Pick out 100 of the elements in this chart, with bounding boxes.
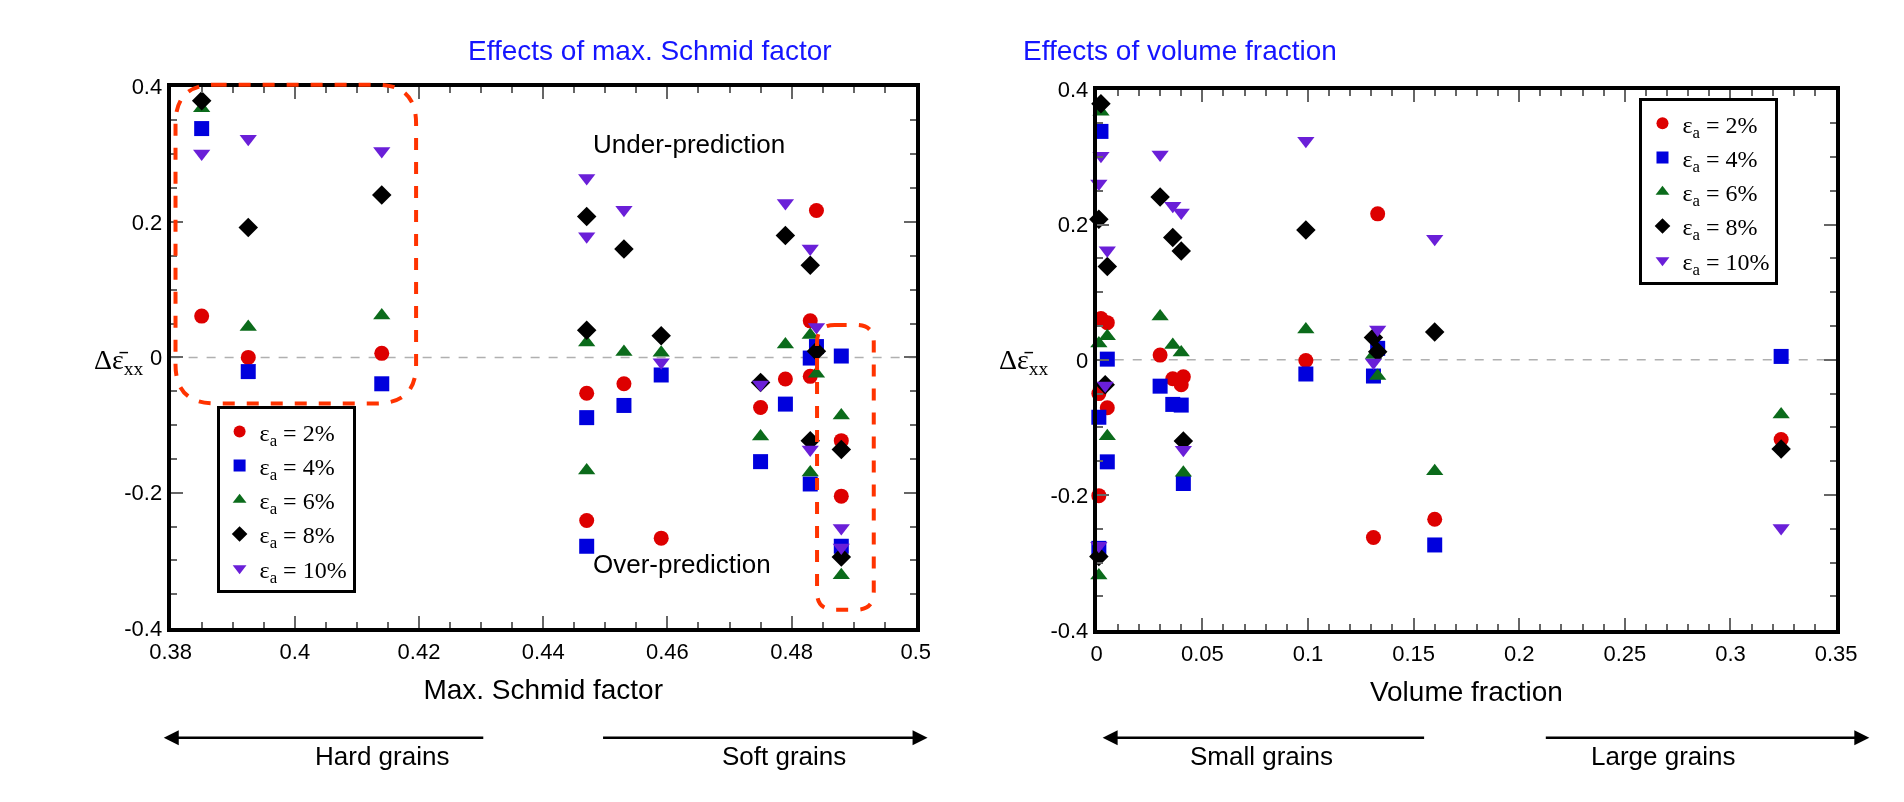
legend-label: ε$_{a}$ = 8% bbox=[259, 522, 335, 553]
y-tick-label: -0.4 bbox=[1050, 617, 1089, 643]
legend-label: ε$_{a}$ = 10% bbox=[259, 556, 347, 587]
point bbox=[1370, 206, 1386, 222]
text: Soft grains bbox=[722, 741, 847, 771]
point bbox=[753, 399, 769, 415]
point bbox=[653, 367, 669, 383]
x-tick-label: 0.38 bbox=[149, 638, 193, 664]
point bbox=[238, 217, 258, 238]
point bbox=[1152, 378, 1168, 394]
point bbox=[239, 134, 257, 147]
x-tick-label: 0.46 bbox=[646, 638, 689, 664]
legend-label: ε$_{a}$ = 4% bbox=[1682, 145, 1758, 176]
y-tick-label: 0 bbox=[149, 345, 163, 371]
point bbox=[1426, 463, 1444, 476]
point bbox=[576, 206, 597, 227]
y-axis-title: Δε̄$_{xx}$ bbox=[999, 344, 1049, 379]
x-tick-label: 0.48 bbox=[770, 638, 814, 664]
point bbox=[777, 371, 793, 387]
point bbox=[616, 397, 632, 413]
point bbox=[1163, 227, 1183, 248]
point bbox=[1771, 439, 1791, 459]
y-tick-label: 0.2 bbox=[1057, 212, 1089, 238]
point bbox=[1099, 351, 1115, 367]
x-tick-label: 0.15 bbox=[1392, 640, 1435, 666]
text: Large grains bbox=[1591, 741, 1736, 771]
point bbox=[374, 345, 390, 361]
point bbox=[1173, 397, 1189, 413]
legend-label: ε$_{a}$ = 6% bbox=[259, 488, 335, 519]
point bbox=[191, 91, 212, 111]
point bbox=[578, 462, 596, 475]
point bbox=[579, 385, 595, 401]
x-tick-label: 0.44 bbox=[521, 638, 565, 664]
point bbox=[194, 121, 210, 137]
legend-label: ε$_{a}$ = 8% bbox=[1682, 214, 1758, 245]
y-tick-label: -0.2 bbox=[124, 480, 163, 506]
point bbox=[1099, 315, 1115, 331]
point bbox=[374, 376, 390, 392]
y-tick-label: 0.4 bbox=[1057, 77, 1089, 103]
x-axis-title: Volume fraction bbox=[1369, 676, 1563, 708]
point bbox=[831, 439, 852, 460]
annotation: Over-prediction bbox=[593, 549, 771, 579]
point bbox=[372, 185, 392, 205]
chart-title: Effects of volume fraction bbox=[1023, 35, 1337, 66]
point bbox=[1365, 530, 1381, 546]
text: Hard grains bbox=[315, 741, 450, 771]
legend-label: ε$_{a}$ = 4% bbox=[259, 453, 335, 485]
point bbox=[801, 464, 819, 477]
y-tick-label: 0 bbox=[1076, 347, 1089, 373]
point bbox=[1298, 366, 1314, 382]
point bbox=[579, 513, 595, 529]
legend-label: ε$_{a}$ = 6% bbox=[1682, 180, 1758, 211]
point bbox=[653, 530, 669, 546]
x-tick-label: 0.5 bbox=[900, 638, 932, 664]
x-tick-label: 0.05 bbox=[1180, 640, 1224, 666]
point bbox=[1150, 187, 1170, 207]
point bbox=[1097, 256, 1118, 277]
point bbox=[1172, 344, 1190, 357]
x-tick-label: 0.4 bbox=[279, 638, 311, 664]
point bbox=[1424, 322, 1445, 342]
point bbox=[777, 396, 793, 412]
point bbox=[193, 149, 211, 162]
x-axis-title: Max. Schmid factor bbox=[423, 674, 664, 706]
legend-label: ε$_{a}$ = 2% bbox=[259, 419, 335, 450]
y-tick-label: 0.4 bbox=[131, 74, 163, 100]
point bbox=[240, 349, 256, 365]
point bbox=[579, 538, 595, 554]
point bbox=[1175, 475, 1191, 491]
point bbox=[616, 376, 632, 392]
point bbox=[832, 567, 850, 580]
x-tick-label: 0.42 bbox=[397, 638, 441, 664]
point bbox=[1773, 348, 1789, 364]
y-tick-label: 0.2 bbox=[131, 209, 163, 235]
point bbox=[1171, 241, 1191, 261]
point bbox=[1427, 511, 1443, 527]
point bbox=[775, 225, 796, 246]
point bbox=[1296, 220, 1316, 240]
point bbox=[576, 320, 597, 341]
point bbox=[1298, 352, 1314, 368]
point bbox=[833, 348, 849, 364]
point bbox=[833, 488, 849, 504]
point bbox=[1427, 537, 1443, 553]
point bbox=[651, 325, 671, 346]
point bbox=[1099, 454, 1115, 470]
x-tick-label: 0.25 bbox=[1603, 640, 1647, 666]
point bbox=[808, 202, 824, 218]
x-tick-label: 0.2 bbox=[1503, 640, 1535, 666]
chart-title: Effects of max. Schmid factor bbox=[468, 35, 832, 66]
x-tick-label: 0.35 bbox=[1814, 640, 1858, 666]
y-axis-title: Δε̄$_{xx}$ bbox=[94, 344, 144, 379]
point bbox=[194, 308, 210, 324]
annotation: Under-prediction bbox=[593, 129, 786, 159]
point bbox=[240, 364, 256, 380]
point bbox=[800, 255, 820, 276]
y-tick-label: -0.2 bbox=[1050, 482, 1089, 508]
point bbox=[614, 239, 634, 259]
legend-label: ε$_{a}$ = 2% bbox=[1682, 111, 1758, 142]
x-tick-label: 0.1 bbox=[1292, 640, 1324, 666]
text: Small grains bbox=[1190, 741, 1334, 771]
point bbox=[1367, 341, 1388, 362]
